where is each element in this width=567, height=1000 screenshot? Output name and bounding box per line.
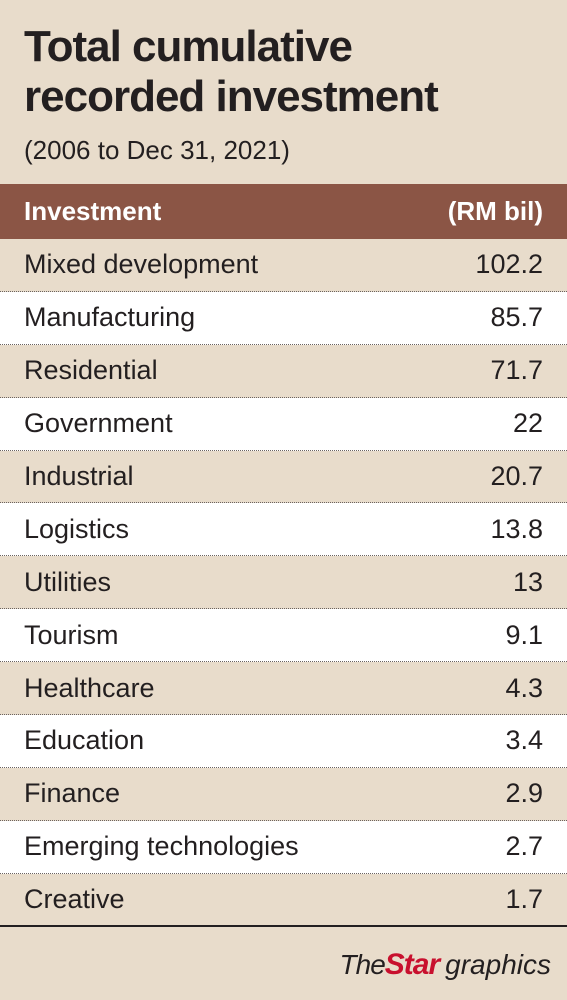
row-category: Residential xyxy=(24,355,158,386)
row-value: 4.3 xyxy=(505,672,543,703)
row-category: Creative xyxy=(24,883,125,914)
table-row: Tourism 9.1 xyxy=(0,609,567,663)
table-row: Government 22 xyxy=(0,397,567,451)
row-category: Industrial xyxy=(24,461,134,491)
row-category: Mixed development xyxy=(24,249,259,280)
row-category: Logistics xyxy=(24,513,130,544)
table-row: Healthcare 4.3 xyxy=(0,662,567,716)
table-row: Creative 1.7 xyxy=(0,873,567,927)
table-header: Investment (RM bil) xyxy=(0,184,567,239)
table-row: Logistics 13.8 xyxy=(0,503,567,557)
row-category: Healthcare xyxy=(24,672,155,703)
row-category: Tourism xyxy=(24,619,119,650)
row-value: 9.1 xyxy=(505,619,543,650)
row-category: Utilities xyxy=(24,566,112,597)
row-value: 20.7 xyxy=(490,461,543,491)
table-row: Education 3.4 xyxy=(0,715,567,768)
row-category: Emerging technologies xyxy=(24,831,299,862)
table-body: Mixed development 102.2 Manufacturing 85.7 R… xyxy=(0,239,567,927)
column-header-value: (RM bil) xyxy=(447,196,543,226)
chart-subtitle: (2006 to Dec 31, 2021) xyxy=(24,135,290,165)
row-value: 22 xyxy=(512,408,543,439)
row-value: 71.7 xyxy=(490,355,543,386)
title-line-1: Total cumulative xyxy=(24,22,353,71)
row-value: 13 xyxy=(512,566,543,597)
table-row: Industrial 20.7 xyxy=(0,450,567,504)
table-row: Emerging technologies 2.7 xyxy=(0,820,567,874)
row-category: Government xyxy=(24,408,173,439)
row-value: 3.4 xyxy=(505,725,543,756)
row-category: Finance xyxy=(24,778,121,809)
row-value: 2.9 xyxy=(505,778,543,809)
logo-the: The xyxy=(339,949,386,980)
table-row: Utilities 13 xyxy=(0,556,567,610)
logo-star: Star xyxy=(384,948,440,981)
row-category: Education xyxy=(24,725,145,756)
row-value: 2.7 xyxy=(505,831,543,862)
logo-graphics: graphics xyxy=(445,949,551,980)
table-row: Residential 71.7 xyxy=(0,344,567,398)
row-value: 102.2 xyxy=(475,249,543,280)
chart-title: Total cumulative recorded investment xyxy=(24,22,544,122)
table-row: Finance 2.9 xyxy=(0,767,567,821)
row-value: 13.8 xyxy=(490,513,543,544)
column-header-investment: Investment xyxy=(24,196,162,226)
investment-table: Investment (RM bil) Mixed development 102… xyxy=(0,184,567,927)
table-row: Mixed development 102.2 xyxy=(0,239,567,292)
row-value: 85.7 xyxy=(490,302,543,333)
row-category: Manufacturing xyxy=(24,302,196,333)
title-line-2: recorded investment xyxy=(24,72,439,121)
table-row: Manufacturing 85.7 xyxy=(0,291,567,345)
row-value: 1.7 xyxy=(505,883,543,914)
thestar-graphics-logo: The Star graphics xyxy=(340,948,551,982)
